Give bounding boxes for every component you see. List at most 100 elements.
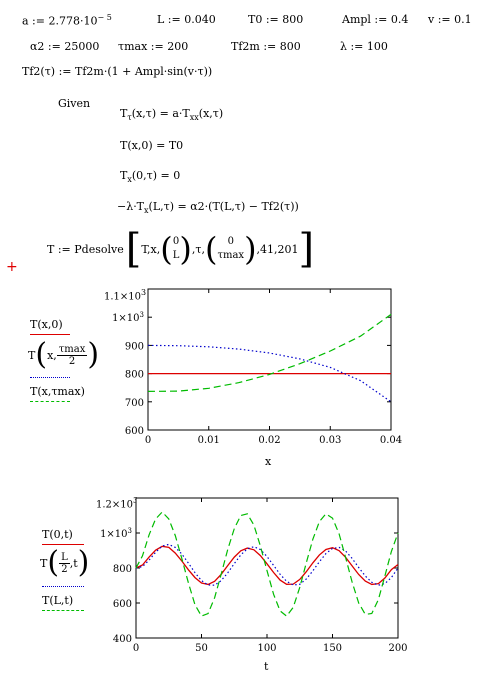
eq1-sub-tau: τ	[127, 113, 132, 123]
pdesolve-args2: ,τ,	[191, 242, 205, 256]
y-tick-label: 700	[125, 398, 144, 409]
pdesolve-lhs: T := Pdesolve	[47, 242, 124, 256]
chart2-legend-2-frac: L 2	[59, 552, 70, 575]
chart1-legend-2-t: T	[28, 348, 36, 362]
series-line-T(L/2,t)	[135, 543, 399, 586]
y-tick-label: 400	[113, 634, 132, 645]
chart1-legend-3: T(x,τmax)	[30, 385, 85, 398]
def-lambda[interactable]: λ := 100	[340, 40, 388, 53]
x-tick-label: 100	[257, 643, 276, 654]
chart2-legend-3: T(L,t)	[42, 594, 74, 607]
def-ampl[interactable]: Ampl := 0.4	[342, 13, 409, 26]
given-eq4[interactable]: −λ·Tx(L,τ) = α2·(T(L,τ) − Tf2(τ))	[117, 200, 299, 215]
x-tick-label: 0.02	[258, 435, 280, 446]
eq4-left: −λ·T	[117, 200, 145, 213]
chart2-legend-2: T ( L 2 ,t )	[40, 548, 89, 578]
chart2-legend-1-line	[42, 544, 84, 545]
frac-num: L	[59, 551, 70, 564]
x-tick-label: 0.01	[198, 435, 220, 446]
insertion-cursor-icon[interactable]: +	[6, 259, 18, 275]
chart2-legend-1: T(0,t)	[42, 528, 73, 541]
eq1-mid: (x,τ) = a·T	[131, 107, 190, 120]
y-tick-label: 600	[113, 599, 132, 610]
pdesolve-args3: ,41,201	[256, 242, 299, 256]
y-tick-label: 900	[125, 341, 144, 352]
def-tf2m[interactable]: Tf2m := 800	[231, 40, 301, 53]
given-label: Given	[58, 97, 91, 110]
chart2-legend-2-t-arg: ,t	[69, 556, 78, 570]
def-tf2[interactable]: Tf2(τ) := Tf2m·(1 + Ampl·sin(v·τ))	[22, 65, 213, 78]
chart2-legend-3-line	[42, 610, 84, 611]
x-tick-label: 0.04	[380, 435, 402, 446]
paren-open-2: (	[204, 230, 218, 268]
def-T0[interactable]: T0 := 800	[248, 13, 304, 26]
chart1-legend-1: T(x,0)	[30, 318, 63, 331]
x-tick-label: 50	[195, 643, 208, 654]
series-line-T(x,τmax/2)	[147, 344, 392, 403]
chart2-legend-2-line	[42, 586, 84, 587]
eq4-sub-x: x	[144, 206, 149, 216]
chart1-legend-2-rparen: )	[87, 337, 100, 372]
y-tick-label: 1×103	[112, 311, 144, 324]
vec1-top: 0	[172, 236, 180, 247]
chart1-legend-2-frac: τmax 2	[56, 343, 88, 367]
def-a[interactable]: a := 2.778·10− 5	[22, 13, 112, 28]
chart1-top-tick-text: 1.1×10	[104, 291, 142, 303]
chart2-xlabel: t	[264, 660, 269, 673]
chart1-legend-3-line	[30, 401, 70, 402]
given-eq2[interactable]: T(x,0) = T0	[120, 139, 184, 152]
vec2-bot: τmax	[217, 250, 245, 261]
x-tick-label: 0.03	[319, 435, 341, 446]
vec-t-range: 0 τmax	[217, 235, 244, 263]
eq3-right: (0,τ) = 0	[131, 169, 181, 182]
chart1-xlabel: x	[265, 455, 272, 468]
frac-den: 2	[61, 563, 68, 575]
chart2-legend-2-rparen: )	[77, 545, 90, 580]
chart2-legend-2-t: T	[40, 556, 48, 570]
def-a-text: a := 2.778·10	[22, 14, 98, 28]
x-tick-label: 200	[388, 643, 407, 654]
eq1-t: T	[120, 107, 128, 120]
vec1-bot: L	[172, 250, 180, 261]
given-eq3[interactable]: Tx(0,τ) = 0	[120, 169, 180, 184]
eq1-right: (x,τ)	[198, 107, 224, 120]
paren-close-2: )	[244, 230, 257, 268]
def-L[interactable]: L := 0.040	[157, 13, 216, 26]
def-alpha2[interactable]: α2 := 25000	[30, 40, 100, 53]
pdesolve-line[interactable]: T := Pdesolve [ T,x, ( 0 L ) ,τ, ( 0 τma…	[47, 228, 314, 270]
bracket-close: ]	[298, 226, 315, 272]
series-line-T(x,τmax)	[147, 313, 392, 392]
chart1-top-tick: 1.1×103	[104, 288, 146, 302]
chart1-legend-2-x: x,	[47, 348, 57, 362]
frac-num: τmax	[56, 343, 88, 356]
x-tick-label: 150	[323, 643, 342, 654]
eq3-t: T	[120, 169, 128, 182]
y-tick-label: 800	[113, 564, 132, 575]
chart1-legend-1-line	[30, 334, 70, 335]
chart1-legend-2: T ( x, τmax 2 )	[28, 340, 99, 370]
paren-close-1: )	[179, 230, 192, 268]
chart1-top-tick-exp: 3	[141, 288, 147, 297]
eq4-right: (L,τ) = α2·(T(L,τ) − Tf2(τ))	[148, 200, 299, 213]
def-a-exponent: − 5	[97, 13, 112, 22]
chart1-legend-2-lparen: (	[35, 337, 48, 372]
frac-den: 2	[68, 355, 76, 367]
vec-x-range: 0 L	[173, 235, 180, 263]
plot-frame	[147, 288, 392, 431]
chart1-legend-2-line	[30, 377, 70, 378]
chart2-svg[interactable]: 400 600 800 1×103 0 50 100 150 200	[96, 494, 426, 666]
series-line-T(0,t)	[135, 545, 399, 586]
given-eq1[interactable]: Tτ(x,τ) = a·Txx(x,τ)	[120, 107, 223, 122]
eq3-sub-x: x	[127, 175, 132, 185]
chart2-top-tick-text: 1.2×10	[96, 499, 134, 511]
chart2-legend-2-lparen: (	[47, 545, 60, 580]
def-taumax[interactable]: τmax := 200	[118, 40, 189, 53]
bracket-open: [	[125, 226, 142, 272]
y-tick-label: 1×103	[100, 527, 132, 540]
def-v[interactable]: v := 0.1	[428, 13, 472, 26]
x-tick-label: 0	[133, 643, 139, 654]
chart1-svg[interactable]: 600 700 800 900 1×103 0 0.01 0.02 0.03 0.04	[100, 286, 420, 476]
paren-open-1: (	[160, 230, 173, 268]
vec2-top: 0	[227, 236, 234, 247]
series-line-T(L,t)	[135, 511, 399, 617]
